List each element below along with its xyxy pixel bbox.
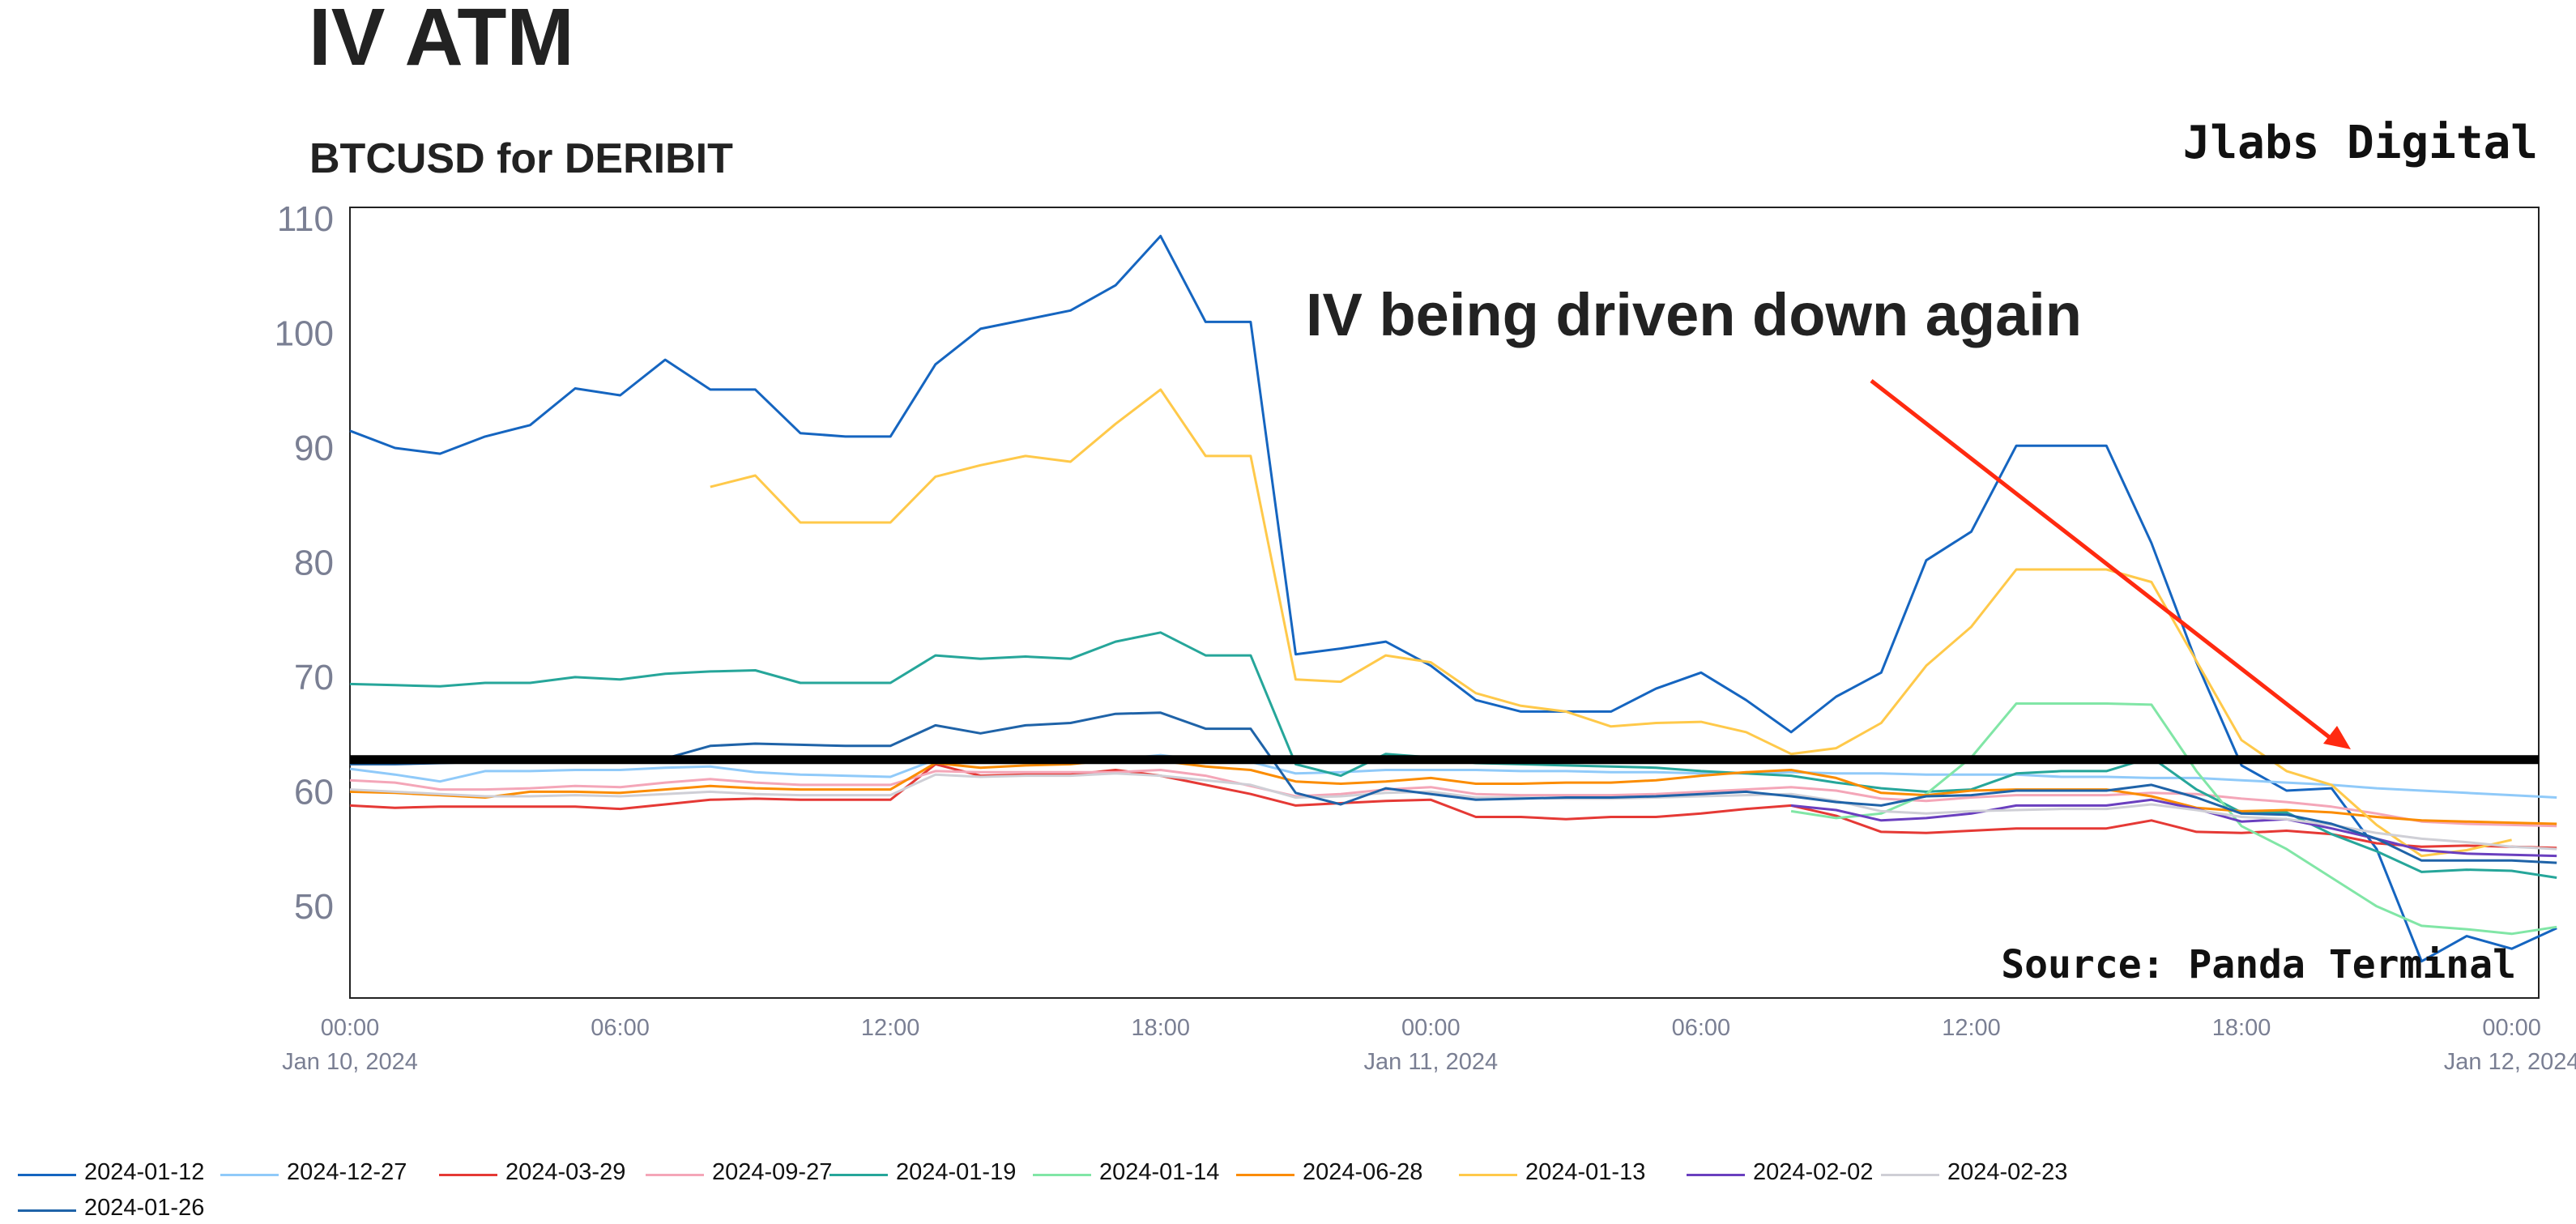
legend-swatch [439,1174,497,1176]
legend-label: 2024-01-26 [84,1195,205,1221]
x-tick-label: 00:00 [2482,1015,2541,1041]
x-tick-label: 00:00 [321,1015,380,1041]
legend-label: 2024-09-27 [712,1159,833,1185]
series-line-2024-01-12 [349,234,2557,963]
legend-label: 2024-01-13 [1525,1159,1646,1185]
series-line-2024-02-23 [349,772,2557,851]
legend-label: 2024-12-27 [287,1159,407,1185]
x-tick-label: 06:00 [591,1015,650,1041]
legend-label: 2024-02-23 [1947,1159,2068,1185]
series-line-2024-01-13 [710,388,2512,858]
legend-item[interactable]: 2024-12-27 [220,1159,415,1188]
annotation-text: IV being driven down again [1306,281,2082,348]
legend-item[interactable]: 2024-02-02 [1687,1159,1881,1188]
legend-item[interactable]: 2024-02-23 [1881,1159,2075,1188]
y-tick-label: 100 [275,314,334,354]
series-line-2024-01-26 [350,711,2557,864]
legend-item[interactable]: 2024-01-13 [1459,1159,1653,1188]
legend-swatch [1881,1174,1939,1176]
annotation-arrow-head [2323,726,2351,749]
legend-swatch [1033,1174,1091,1176]
annotation-arrow [1870,379,2333,740]
x-tick-label: 18:00 [2212,1015,2271,1041]
x-tick-label: 00:00 [1401,1015,1461,1041]
source-label: Source: Panda Terminal [2001,942,2516,987]
y-axis-ticks: 50 60 70 80 90 100 110 [275,199,334,927]
brand-label: Jlabs Digital [2183,117,2538,169]
y-tick-label: 80 [294,543,334,582]
legend-item[interactable]: 2024-01-19 [830,1159,1024,1188]
legend-swatch [646,1174,704,1176]
legend-item[interactable]: 2024-06-28 [1236,1159,1431,1188]
legend-item[interactable]: 2024-01-14 [1033,1159,1227,1188]
legend-label: 2024-01-12 [84,1159,205,1185]
x-tick-label: 18:00 [1131,1015,1190,1041]
y-tick-label: 110 [277,199,334,239]
x-tick-date: Jan 10, 2024 [282,1049,418,1075]
series-line-2024-09-27 [349,769,2557,828]
x-tick-date: Jan 12, 2024 [2444,1049,2576,1075]
legend-label: 2024-01-19 [896,1159,1017,1185]
legend-swatch [1236,1174,1294,1176]
y-tick-label: 60 [294,772,334,812]
x-tick-label: 12:00 [1942,1015,2001,1041]
legend-swatch [1687,1174,1745,1176]
legend-label: 2024-02-02 [1753,1159,1874,1185]
y-tick-label: 90 [294,429,334,468]
y-tick-label: 70 [294,658,334,697]
chart-title: IV ATM [309,0,574,83]
legend-label: 2024-01-14 [1099,1159,1220,1185]
series-line-2024-06-28 [349,758,2557,825]
legend-swatch [220,1174,279,1176]
legend-swatch [18,1174,76,1176]
legend-label: 2024-03-29 [505,1159,626,1185]
plot-area-border [349,207,2540,999]
series-lines [349,234,2557,963]
legend-item[interactable]: 2024-01-26 [18,1195,212,1224]
legend-item[interactable]: 2024-09-27 [646,1159,840,1188]
legend-swatch [1459,1174,1517,1176]
legend-swatch [830,1174,888,1176]
x-tick-date: Jan 11, 2024 [1364,1049,1499,1075]
chart-subtitle: BTCUSD for DERIBIT [309,135,733,182]
x-tick-label: 06:00 [1672,1015,1731,1041]
x-axis-ticks: 00:00 Jan 10, 2024 06:00 12:00 18:00 00:00 Jan… [282,1015,2576,1075]
x-tick-label: 12:00 [861,1015,920,1041]
legend-item[interactable]: 2024-01-12 [18,1159,212,1188]
legend-label: 2024-06-28 [1303,1159,1423,1185]
series-line-2024-12-27 [349,753,2557,799]
y-tick-label: 50 [294,887,334,927]
series-line-2024-03-29 [349,762,2557,850]
legend-item[interactable]: 2024-03-29 [439,1159,633,1188]
series-line-2024-02-02 [1790,798,2557,858]
legend-swatch [18,1209,76,1212]
